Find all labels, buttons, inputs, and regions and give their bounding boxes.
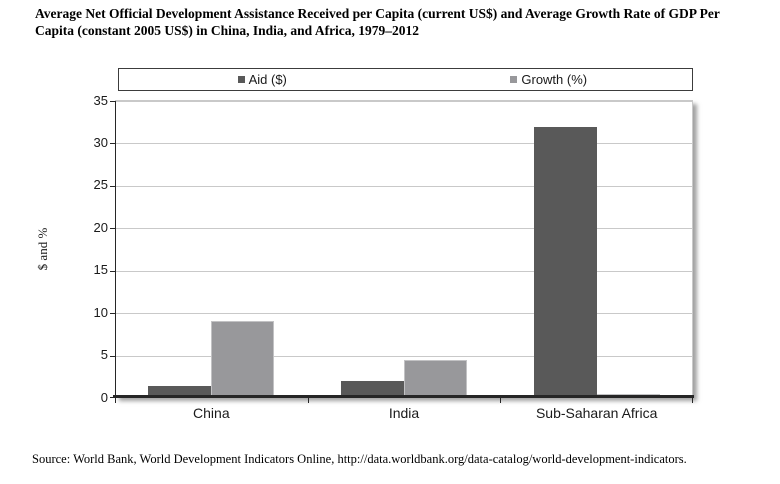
y-axis-line xyxy=(115,101,116,397)
y-tick-label-30: 30 xyxy=(93,134,108,150)
chart-title: Average Net Official Development Assista… xyxy=(35,6,720,38)
gridline-30 xyxy=(115,143,692,145)
y-tick-label-10: 10 xyxy=(93,304,108,320)
y-tick-label-25: 25 xyxy=(93,177,108,193)
gridline-20 xyxy=(115,228,692,230)
y-tick-label-15: 15 xyxy=(93,262,108,278)
x-tick-mark-2 xyxy=(500,397,502,403)
gridline-15 xyxy=(115,270,692,272)
legend: Aid ($) Growth (%) xyxy=(118,68,693,91)
x-axis-category-labels: China India Sub-Saharan Africa xyxy=(115,405,693,425)
y-axis-tick-labels: 0 5 10 15 20 25 30 35 xyxy=(0,93,108,405)
y-tick-mark-20 xyxy=(110,228,115,230)
x-axis-line xyxy=(113,395,694,398)
bar-aid-china xyxy=(148,385,212,397)
legend-item-growth: Growth (%) xyxy=(406,72,693,87)
bar-growth-india xyxy=(404,359,467,397)
gridline-35 xyxy=(115,101,692,102)
y-tick-label-35: 35 xyxy=(93,92,108,108)
legend-label-aid: Aid ($) xyxy=(248,72,287,87)
y-tick-label-0: 0 xyxy=(100,389,108,405)
x-category-label-sub-saharan-africa: Sub-Saharan Africa xyxy=(535,405,658,421)
y-tick-mark-25 xyxy=(110,185,115,187)
y-tick-mark-35 xyxy=(110,101,115,102)
aid-swatch-icon xyxy=(237,76,245,83)
y-tick-mark-30 xyxy=(110,143,115,145)
growth-swatch-icon xyxy=(510,76,518,83)
bar-aid-india xyxy=(341,380,404,397)
x-tick-mark-3 xyxy=(692,397,693,403)
x-category-label-china: China xyxy=(193,405,230,421)
bar-growth-china xyxy=(211,320,275,397)
y-tick-mark-10 xyxy=(110,313,115,315)
x-category-label-india: India xyxy=(388,405,420,421)
y-tick-mark-15 xyxy=(110,270,115,272)
y-tick-label-5: 5 xyxy=(100,347,108,363)
legend-item-aid: Aid ($) xyxy=(119,72,406,87)
bar-aid-sub-saharan-africa xyxy=(533,127,597,397)
gridline-5 xyxy=(115,355,692,357)
gridline-25 xyxy=(115,185,692,187)
source-note: Source: World Bank, World Development In… xyxy=(32,452,687,466)
x-tick-mark-1 xyxy=(307,397,309,403)
y-tick-mark-5 xyxy=(110,355,115,357)
y-tick-label-20: 20 xyxy=(93,219,108,235)
x-tick-mark-0 xyxy=(115,397,116,403)
gridline-10 xyxy=(115,313,692,315)
legend-label-growth: Growth (%) xyxy=(521,72,588,87)
plot-area xyxy=(110,100,694,403)
y-tick-mark-0 xyxy=(110,397,115,398)
